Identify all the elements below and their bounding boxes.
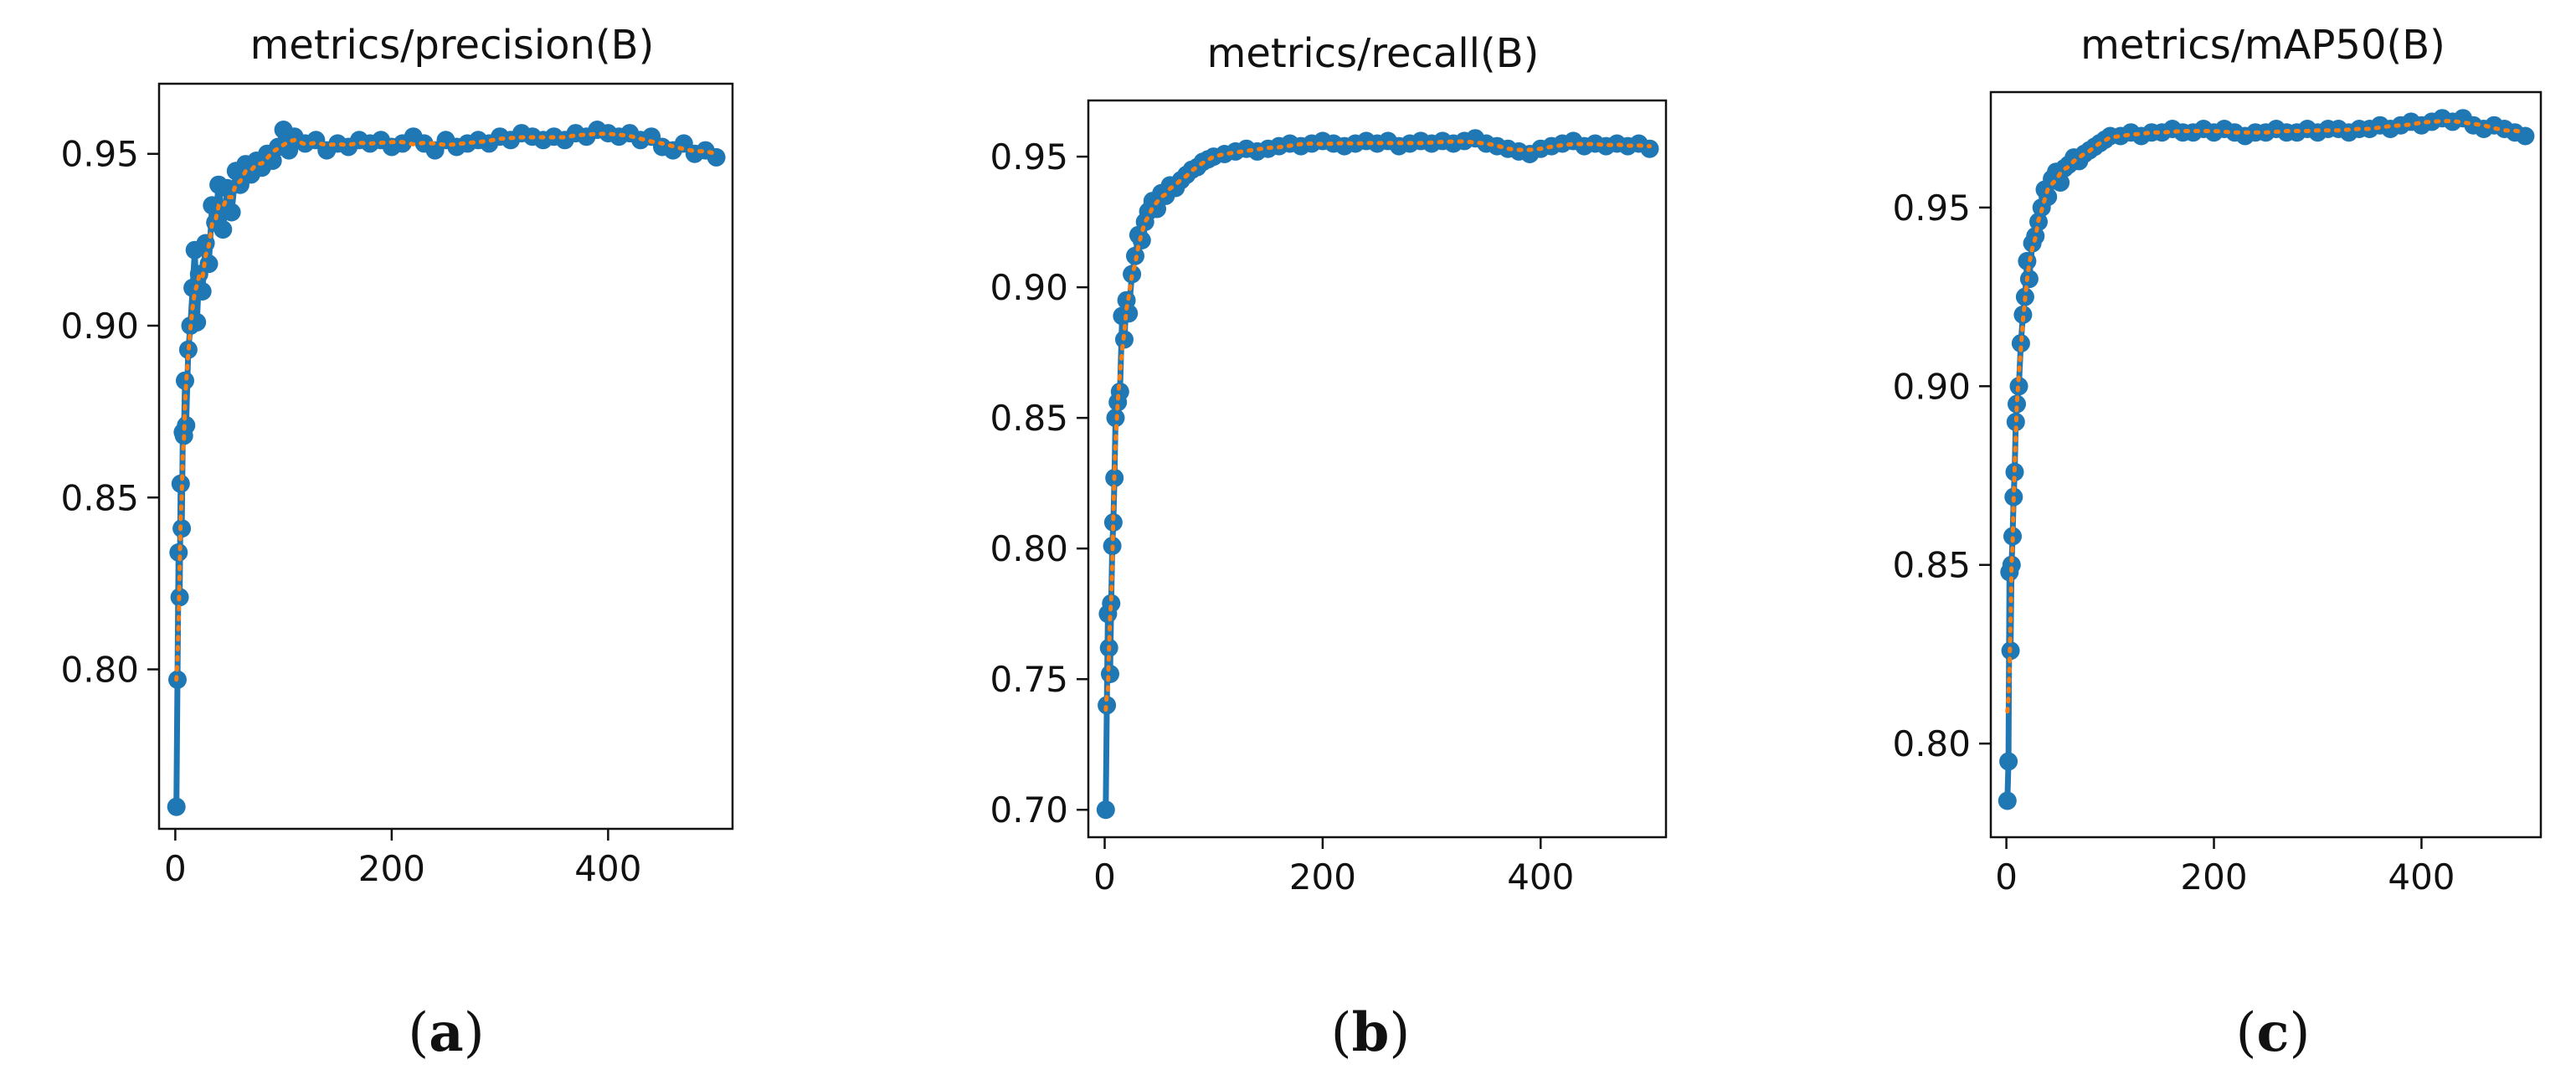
data-point — [1998, 791, 2017, 810]
y-tick-label: 0.95 — [990, 136, 1068, 177]
data-point — [1123, 265, 1142, 284]
data-point — [1999, 752, 2018, 771]
y-tick-label: 0.80 — [990, 528, 1068, 569]
x-tick-label: 400 — [1507, 856, 1574, 897]
data-point — [2051, 173, 2070, 192]
data-point — [1103, 513, 1123, 532]
x-tick-label: 0 — [1995, 856, 2018, 897]
data-point — [169, 543, 188, 562]
smooth-line — [174, 131, 719, 682]
axes-frame — [1087, 99, 1668, 839]
panel-label: (c) — [2236, 1001, 2311, 1064]
data-point — [167, 797, 186, 816]
series-line — [2004, 115, 2528, 804]
plot-area: 0 200 400 0.80 0.85 0.90 0.95 — [60, 82, 734, 889]
y-tick-label: 0.70 — [990, 789, 1068, 831]
chart-title: metrics/mAP50(B) — [2080, 22, 2445, 69]
data-point — [1096, 800, 1115, 820]
data-point — [1101, 665, 1119, 683]
data-point — [1640, 139, 1659, 158]
panel-label: (b) — [1331, 1001, 1411, 1064]
series-line — [1103, 135, 1653, 813]
data-point — [222, 203, 241, 222]
chart-panel-c: metrics/mAP50(B) 0 200 400 0.80 0.85 0.90 0.95… — [1892, 22, 2543, 1064]
y-tick-label: 0.90 — [60, 306, 139, 347]
data-point — [1110, 382, 1129, 401]
y-tick-label: 0.95 — [60, 134, 139, 175]
y-tick-label: 0.90 — [1892, 366, 1971, 407]
chart-panel-b: metrics/recall(B) 0 200 400 0.70 0.75 0.80 0.8… — [990, 30, 1668, 1064]
panel-label: (a) — [408, 1001, 484, 1064]
data-point — [176, 371, 194, 390]
data-point — [199, 255, 219, 274]
y-tick-label: 0.85 — [990, 398, 1068, 439]
x-tick-label: 0 — [1093, 856, 1116, 897]
smooth-line — [1103, 139, 1652, 712]
data-point — [171, 474, 190, 493]
y-tick-label: 0.75 — [990, 659, 1068, 700]
y-tick-label: 0.80 — [1892, 723, 1971, 764]
data-point — [213, 220, 233, 239]
data-point — [2008, 394, 2026, 414]
y-tick-label: 0.90 — [990, 267, 1068, 308]
data-point — [1102, 594, 1121, 613]
y-tick-label: 0.85 — [1892, 545, 1971, 586]
chart-title: metrics/precision(B) — [250, 22, 655, 69]
x-tick-label: 400 — [574, 848, 641, 889]
y-tick-label: 0.80 — [60, 650, 139, 691]
plot-area: 0 200 400 0.80 0.85 0.90 0.95 — [1892, 90, 2543, 897]
x-tick-label: 400 — [2388, 856, 2455, 897]
data-point — [2516, 126, 2535, 146]
data-point — [2013, 305, 2033, 324]
x-tick-label: 0 — [164, 848, 187, 889]
y-tick-label: 0.85 — [60, 477, 139, 518]
chart-panel-a: metrics/precision(B) 0 200 400 0.80 0.85 0.90… — [60, 22, 734, 1064]
x-tick-label: 200 — [2180, 856, 2247, 897]
smooth-line — [2005, 119, 2527, 714]
axes-frame — [1989, 90, 2543, 839]
axes-frame — [157, 82, 734, 831]
data-point — [2002, 555, 2021, 574]
x-tick-label: 200 — [358, 848, 425, 889]
data-point — [2011, 334, 2030, 353]
series-line — [173, 126, 720, 810]
chart-title: metrics/recall(B) — [1207, 30, 1540, 77]
x-tick-label: 200 — [1289, 856, 1356, 897]
plot-area: 0 200 400 0.70 0.75 0.80 0.85 0.90 0.95 — [990, 99, 1668, 897]
y-tick-label: 0.95 — [1892, 188, 1971, 229]
data-point — [1148, 199, 1166, 219]
